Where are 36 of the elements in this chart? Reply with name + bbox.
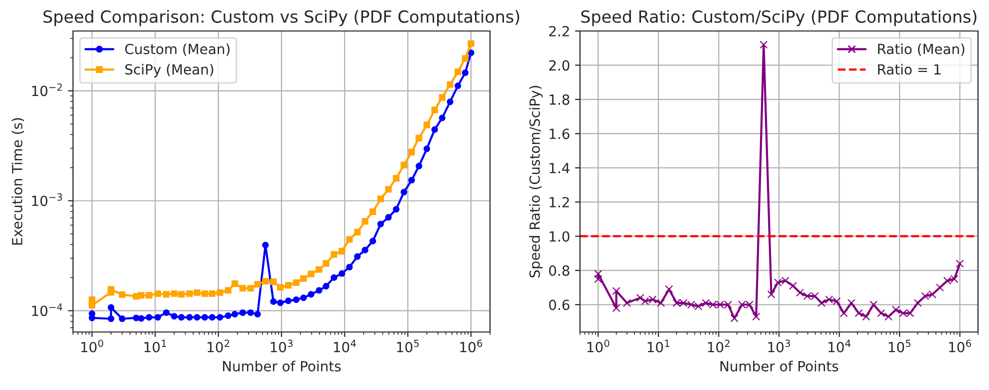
x-tick-label: 10$^{0}$ [81,340,104,352]
chart-title: Speed Ratio: Custom/SciPy (PDF Computations) [581,10,976,26]
y-tick-label: 10$^{−3}$ [32,193,62,206]
x-tick-label: 10$^{2}$ [208,340,230,352]
y-axis-title: Speed Ratio (Custom/SciPy) [529,86,543,278]
legend-label: Custom (Mean) [125,44,230,56]
x-axis-title: Number of Points [223,360,341,372]
x-tick-label: 10$^{6}$ [949,340,972,352]
x-tick-label: 10$^{1}$ [144,340,166,352]
y-axis-title: Execution Time (s) [12,118,24,245]
x-tick-label: 10$^{2}$ [708,340,730,352]
y-tick-label: 10$^{−2}$ [32,83,62,96]
y-tick-label: 2.0 [549,60,570,71]
x-tick-label: 10$^{5}$ [888,340,910,352]
y-tick-label: 1.0 [550,231,570,242]
x-tick-label: 10$^{3}$ [270,340,292,352]
x-tick-label: 10$^{5}$ [397,340,419,352]
y-tick-label: 1.8 [550,94,570,105]
y-tick-label: 1.2 [550,196,569,208]
x-axis-title: Number of Points [720,360,838,372]
legend-label: Ratio = 1 [878,64,940,75]
x-tick-label: 10$^{1}$ [648,340,670,352]
legend-label: Ratio (Mean) [878,44,964,56]
y-tick-label: 1.6 [550,128,570,140]
x-tick-label: 10$^{4}$ [828,340,851,352]
legend-label: SciPy (Mean) [125,64,214,78]
y-tick-label: 2.2 [549,26,569,36]
x-tick-label: 10$^{0}$ [587,340,610,352]
chart-title: Speed Comparison: Custom vs SciPy (PDF Computations) [44,10,520,26]
y-tick-label: 10$^{−4}$ [32,303,62,316]
x-tick-label: 10$^{6}$ [460,340,482,352]
x-tick-label: 10$^{4}$ [334,340,356,352]
y-tick-label: 1.4 [550,162,570,174]
y-tick-label: 0.6 [549,300,570,310]
y-tick-label: 0.8 [549,265,570,276]
x-tick-label: 10$^{3}$ [768,340,790,352]
